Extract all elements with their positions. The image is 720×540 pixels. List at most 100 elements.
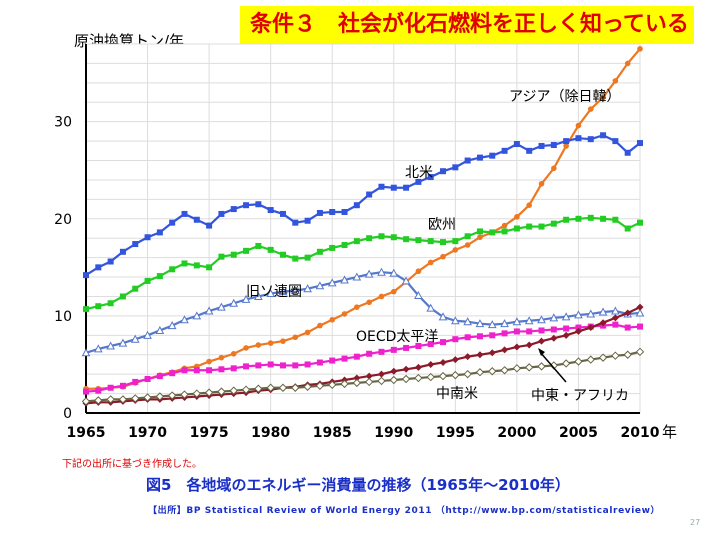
data-point [279, 362, 286, 369]
data-point [131, 394, 140, 403]
data-point [624, 309, 632, 317]
data-point [254, 384, 263, 393]
data-point [118, 338, 128, 347]
data-point [574, 357, 583, 366]
data-point [340, 379, 349, 389]
data-point [550, 220, 557, 227]
data-point [389, 268, 399, 277]
data-point [241, 294, 251, 303]
data-point [464, 334, 471, 341]
data-point [155, 392, 165, 401]
y-tick-label: 0 [63, 406, 72, 422]
data-point [377, 376, 386, 386]
data-point [512, 364, 522, 373]
data-point [243, 202, 250, 209]
data-point [366, 191, 373, 198]
data-point [353, 353, 360, 360]
data-point [107, 384, 114, 391]
data-point [537, 362, 546, 371]
x-tick-label: 1975 [190, 425, 229, 441]
data-point [426, 303, 436, 312]
data-point [612, 78, 619, 84]
note-text: 下記の出所に基づき作成した。 [62, 459, 202, 470]
data-point [119, 248, 126, 255]
data-point [586, 309, 596, 318]
data-point [132, 285, 139, 292]
data-point [217, 302, 226, 311]
data-point [206, 367, 213, 374]
data-point [341, 242, 348, 249]
y-tick-label: 20 [54, 212, 72, 228]
data-point [181, 210, 188, 217]
data-point [329, 357, 336, 364]
data-point [156, 273, 163, 280]
page-number: 27 [690, 518, 701, 527]
data-point [599, 319, 607, 327]
data-point [279, 251, 286, 258]
data-point [624, 149, 631, 156]
data-point [292, 362, 299, 369]
x-tick-label: 2010 [621, 425, 660, 441]
data-point [353, 202, 360, 209]
data-point [440, 253, 446, 260]
data-point [549, 313, 559, 322]
data-point [563, 216, 570, 223]
data-point [575, 122, 582, 129]
series-line [85, 350, 641, 403]
data-point [303, 284, 312, 293]
data-point [95, 387, 102, 394]
data-point [463, 369, 472, 379]
data-point [403, 344, 410, 351]
series-- [83, 214, 643, 313]
data-point [438, 312, 448, 321]
annotation--: 中南米 [436, 386, 478, 402]
source-citation: 【出所】BP Statistical Review of World Energ… [148, 506, 661, 516]
data-point [304, 361, 311, 368]
data-point [278, 383, 288, 392]
data-point [83, 272, 89, 279]
data-point [327, 278, 337, 287]
data-point [169, 370, 176, 377]
data-point [366, 350, 373, 357]
data-point [561, 359, 571, 368]
data-point [611, 314, 619, 322]
annotation--: 旧ソ連圏 [246, 284, 302, 300]
data-point [204, 388, 214, 397]
data-point [501, 147, 508, 154]
data-point [451, 356, 459, 364]
data-point [427, 238, 434, 245]
annotation--: アジア（除日韓） [509, 89, 620, 105]
data-point [315, 381, 325, 391]
data-point [180, 315, 189, 324]
data-point [353, 238, 360, 245]
data-point [143, 393, 152, 402]
data-point [118, 395, 128, 404]
data-point [612, 321, 619, 328]
data-point [243, 247, 250, 254]
data-point [401, 374, 411, 384]
data-point [452, 336, 459, 343]
data-point [267, 246, 274, 253]
data-point [192, 311, 202, 320]
data-point [389, 375, 398, 385]
data-point [193, 367, 200, 374]
data-point [292, 334, 299, 341]
data-point [563, 325, 570, 332]
data-point [119, 382, 126, 389]
data-point [316, 248, 323, 255]
data-point [119, 293, 126, 300]
data-point [292, 255, 299, 262]
data-point [403, 184, 410, 191]
data-point [156, 229, 163, 236]
data-point [255, 362, 262, 369]
series-line [85, 323, 641, 393]
data-point [292, 219, 299, 226]
data-point [378, 183, 385, 190]
data-point [415, 178, 422, 185]
data-point [476, 154, 483, 161]
data-point [266, 383, 275, 392]
data-point [637, 140, 643, 147]
data-point [328, 380, 337, 390]
data-point [81, 348, 91, 357]
plot-area [86, 44, 640, 413]
